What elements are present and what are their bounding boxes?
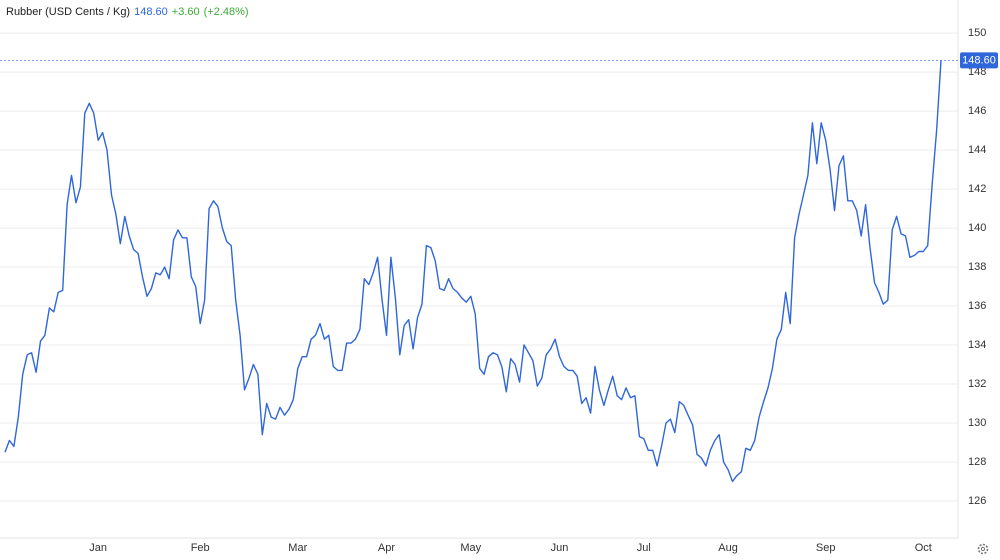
x-tick-label: Apr (378, 542, 395, 554)
x-tick-label: Sep (816, 542, 836, 554)
x-tick-label: Aug (718, 542, 738, 554)
settings-icon[interactable] (977, 543, 989, 555)
x-tick-label: Feb (191, 542, 210, 554)
chart-title: Rubber (USD Cents / Kg) (6, 6, 131, 18)
y-tick-label: 140 (968, 222, 986, 234)
y-tick-label: 142 (968, 183, 986, 195)
y-tick-label: 150 (968, 27, 986, 39)
price-tag (960, 52, 998, 69)
x-tick-label: Mar (288, 542, 307, 554)
x-tick-label: May (460, 542, 481, 554)
x-tick-label: Jan (89, 542, 107, 554)
y-tick-label: 138 (968, 261, 986, 273)
y-tick-label: 144 (968, 144, 986, 156)
price-tag-label: 148.60 (962, 54, 996, 66)
change: +3.60 (171, 6, 200, 18)
y-tick-label: 126 (968, 495, 986, 507)
y-tick-label: 136 (968, 300, 986, 312)
y-tick-label: 132 (968, 378, 986, 390)
x-tick-label: Jul (637, 542, 651, 554)
x-tick-label: Oct (915, 542, 932, 554)
y-tick-label: 148 (968, 66, 986, 78)
price-line-series (4, 60, 942, 483)
y-tick-label: 134 (968, 339, 986, 351)
change-pct: (+2.48%) (203, 6, 249, 18)
header: Rubber (USD Cents / Kg) 148.60 +3.60 (+2.48… (6, 6, 253, 18)
y-tick-label: 130 (968, 417, 986, 429)
y-tick-label: 128 (968, 456, 986, 468)
price: 148.60 (134, 6, 168, 18)
x-tick-label: Jun (551, 542, 569, 554)
y-tick-label: 146 (968, 105, 986, 117)
